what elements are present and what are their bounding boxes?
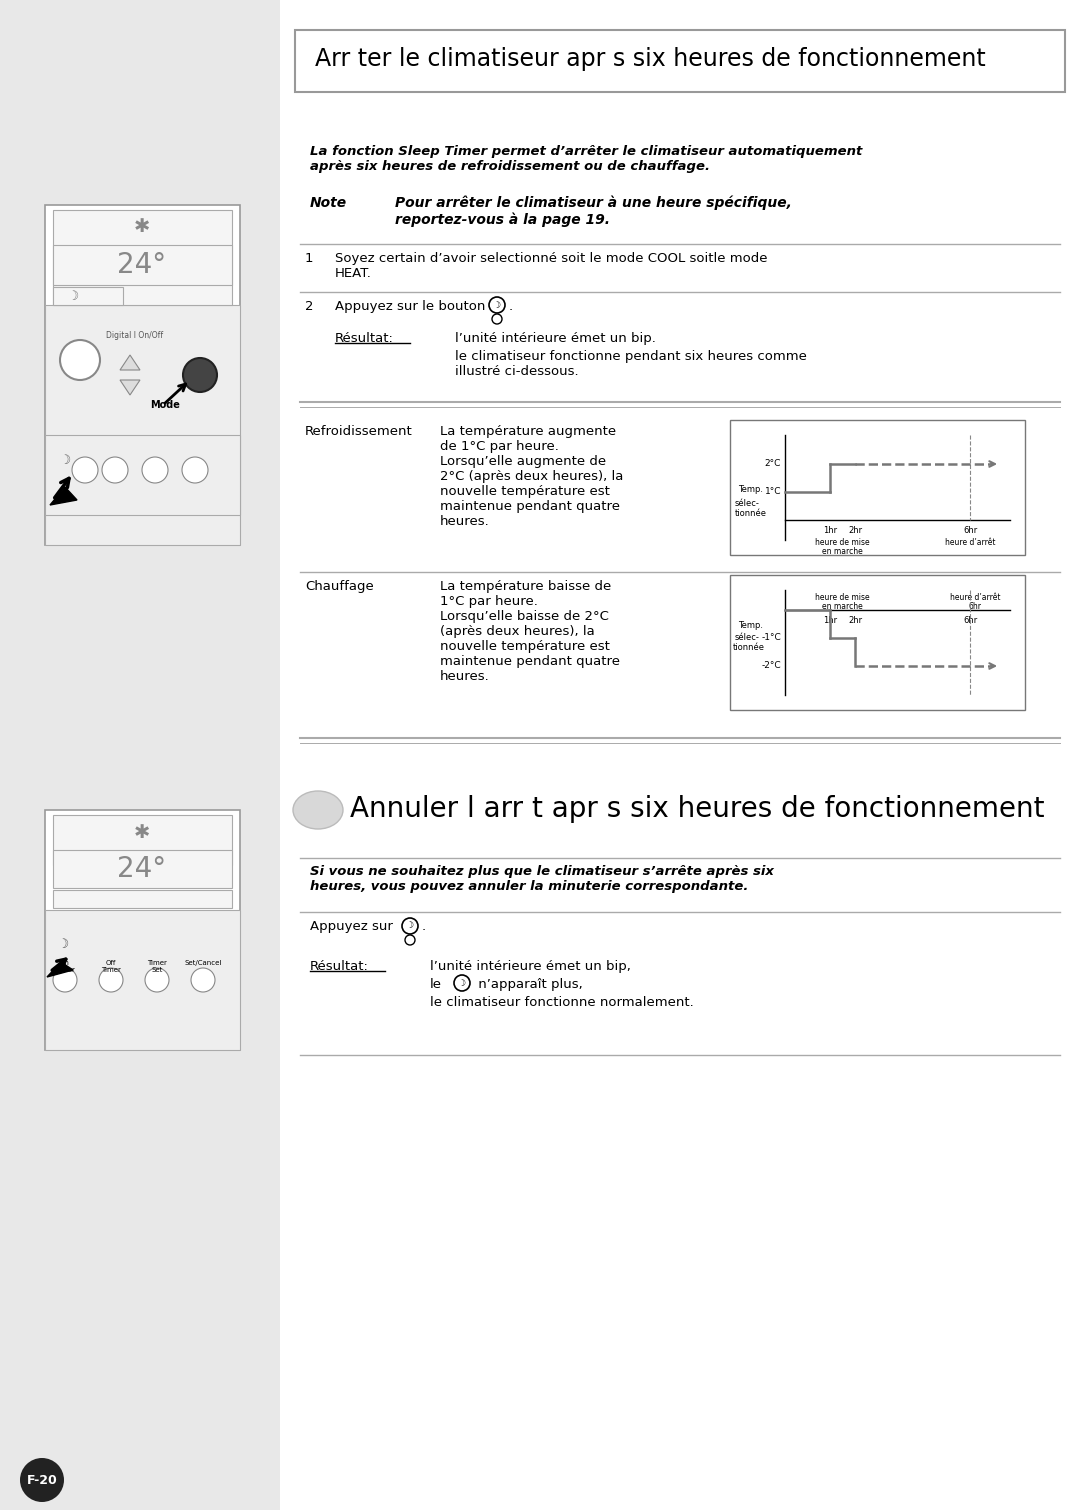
Text: Si vous ne souhaitez plus que le climatiseur s’arrête après six
heures, vous pou: Si vous ne souhaitez plus que le climati…	[310, 865, 774, 892]
Text: Note: Note	[310, 196, 347, 210]
Text: ☽: ☽	[59, 453, 70, 467]
Bar	[53, 850, 232, 888]
Text: Résultat:: Résultat:	[335, 332, 394, 344]
Bar	[53, 889, 232, 908]
Bar	[45, 435, 240, 515]
Text: 2hr: 2hr	[848, 616, 862, 625]
Text: 6hr: 6hr	[963, 616, 977, 625]
Text: en marche: en marche	[822, 547, 863, 556]
Bar	[280, 0, 1080, 1510]
Circle shape	[191, 968, 215, 992]
Text: 2°C: 2°C	[765, 459, 781, 468]
Text: F-20: F-20	[27, 1474, 57, 1486]
Polygon shape	[48, 962, 73, 977]
Text: Off
Timer: Off Timer	[102, 960, 121, 972]
Text: Pour arrêter le climatiseur à une heure spécifique,
reportez-vous à la page 19.: Pour arrêter le climatiseur à une heure …	[395, 196, 792, 228]
Circle shape	[53, 968, 77, 992]
Text: heure de mise: heure de mise	[815, 538, 869, 547]
Text: 6hr: 6hr	[969, 602, 982, 612]
Text: 1hr: 1hr	[823, 525, 837, 535]
Text: ☽: ☽	[67, 290, 79, 302]
Text: 1: 1	[305, 252, 313, 264]
Text: en marche: en marche	[822, 602, 863, 612]
Text: le climatiseur fonctionne normalement.: le climatiseur fonctionne normalement.	[430, 997, 693, 1009]
Text: l’unité intérieure émet un bip.: l’unité intérieure émet un bip.	[455, 332, 656, 344]
Circle shape	[183, 358, 217, 393]
Bar	[45, 911, 240, 1049]
Text: heure d’arrêt: heure d’arrêt	[945, 538, 996, 547]
Text: Set/Cancel: Set/Cancel	[185, 960, 221, 966]
Text: .: .	[509, 300, 513, 313]
Polygon shape	[120, 381, 140, 396]
Bar	[295, 30, 1065, 92]
Text: ✱: ✱	[134, 217, 150, 237]
Text: ☽: ☽	[406, 921, 414, 930]
Bar	[730, 575, 1025, 710]
Bar	[45, 809, 240, 1049]
Text: -2°C: -2°C	[761, 661, 781, 670]
Text: La fonction Sleep Timer permet d’arrêter le climatiseur automatiquement
après si: La fonction Sleep Timer permet d’arrêter…	[310, 145, 862, 174]
Circle shape	[60, 340, 100, 381]
Text: 24°: 24°	[118, 251, 166, 279]
Text: Annuler l arr t apr s six heures de fonctionnement: Annuler l arr t apr s six heures de fonc…	[350, 794, 1044, 823]
Text: 6hr: 6hr	[963, 525, 977, 535]
Text: -1°C: -1°C	[761, 634, 781, 642]
Text: Temp.: Temp.	[738, 621, 762, 630]
Text: ☽: ☽	[57, 939, 69, 951]
Bar	[53, 210, 232, 305]
Text: tionnée: tionnée	[735, 509, 767, 518]
Text: Appuyez sur: Appuyez sur	[310, 920, 393, 933]
Bar	[53, 245, 232, 285]
Circle shape	[102, 458, 129, 483]
Circle shape	[145, 968, 168, 992]
Bar	[53, 287, 123, 305]
Bar	[45, 305, 240, 545]
Ellipse shape	[293, 791, 343, 829]
Circle shape	[21, 1459, 64, 1502]
Text: sélec-: sélec-	[735, 633, 760, 642]
Text: heure de mise: heure de mise	[815, 593, 869, 602]
Text: Soyez certain d’avoir selectionné soit le mode COOL soitle mode
HEAT.: Soyez certain d’avoir selectionné soit l…	[335, 252, 768, 279]
Text: Arr ter le climatiseur apr s six heures de fonctionnement: Arr ter le climatiseur apr s six heures …	[315, 47, 986, 71]
Text: Digital I On/Off: Digital I On/Off	[107, 331, 163, 340]
Text: 2: 2	[305, 300, 313, 313]
Bar	[730, 420, 1025, 556]
Text: La température augmente
de 1°C par heure.
Lorsqu’elle augmente de
2°C (après deu: La température augmente de 1°C par heure…	[440, 424, 623, 528]
Text: n’apparaît plus,: n’apparaît plus,	[474, 978, 583, 991]
Text: ☽: ☽	[492, 300, 501, 310]
Text: heure d’arrêt: heure d’arrêt	[949, 593, 1000, 602]
Text: On
Timer: On Timer	[55, 960, 75, 972]
Text: Chauffage: Chauffage	[305, 580, 374, 593]
Text: ☽: ☽	[458, 978, 467, 988]
Text: 1hr: 1hr	[823, 616, 837, 625]
Text: sélec-: sélec-	[735, 498, 760, 507]
Text: 1°C: 1°C	[765, 488, 781, 497]
Polygon shape	[120, 355, 140, 370]
Text: 24°: 24°	[118, 855, 166, 883]
Text: Timer
Set: Timer Set	[147, 960, 167, 972]
Text: Mode: Mode	[150, 400, 180, 411]
Text: .: .	[422, 920, 427, 933]
Text: l’unité intérieure émet un bip,: l’unité intérieure émet un bip,	[430, 960, 631, 972]
Text: Résultat:: Résultat:	[310, 960, 369, 972]
Text: Refroidissement: Refroidissement	[305, 424, 413, 438]
Bar	[53, 815, 232, 865]
Circle shape	[99, 968, 123, 992]
Text: 2hr: 2hr	[848, 525, 862, 535]
Text: Temp.: Temp.	[738, 486, 762, 494]
Polygon shape	[50, 488, 77, 504]
Circle shape	[72, 458, 98, 483]
Text: le climatiseur fonctionne pendant six heures comme
illustré ci-dessous.: le climatiseur fonctionne pendant six he…	[455, 350, 807, 378]
Text: ✱: ✱	[134, 823, 150, 841]
Text: Appuyez sur le bouton: Appuyez sur le bouton	[335, 300, 485, 313]
Circle shape	[141, 458, 168, 483]
Text: le: le	[430, 978, 442, 991]
Text: La température baisse de
1°C par heure.
Lorsqu’elle baisse de 2°C
(après deux he: La température baisse de 1°C par heure. …	[440, 580, 620, 683]
Text: tionnée: tionnée	[733, 643, 765, 652]
Circle shape	[183, 458, 208, 483]
Bar	[45, 205, 240, 545]
